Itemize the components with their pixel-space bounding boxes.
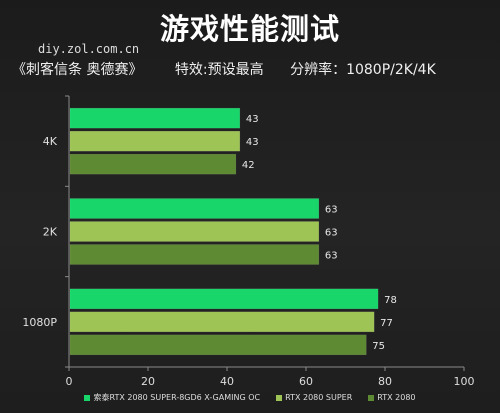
watermark-text: diy.zol.com.cn <box>38 42 140 56</box>
bar <box>69 311 375 333</box>
x-tick-label: 0 <box>66 375 73 388</box>
bar-value-label: 77 <box>380 318 393 329</box>
bar-value-label: 42 <box>242 160 255 171</box>
bar-chart: 0 20 40 60 80 100 4K 43 43 42 2K 63 63 63 1080P 78 77 75 <box>22 95 475 388</box>
x-tick-label: 80 <box>378 375 392 388</box>
bar-value-label: 78 <box>384 295 397 306</box>
legend-item: RTX 2080 <box>368 392 416 403</box>
x-tick-label: 60 <box>299 375 313 388</box>
bar <box>69 244 320 265</box>
legend-label: 索泰RTX 2080 SUPER-8GD6 X-GAMING OC <box>93 393 261 402</box>
bar <box>69 153 237 175</box>
x-tick-label: 100 <box>454 375 475 388</box>
legend-item: 索泰RTX 2080 SUPER-8GD6 X-GAMING OC <box>84 392 260 403</box>
bar <box>69 130 241 152</box>
x-tick-label: 20 <box>141 375 155 388</box>
chart-subtitle: 《刺客信条 奥德赛》 特效:预设最高 分辨率：1080P/2K/4K <box>12 59 492 79</box>
chart-title: 游戏性能测试 <box>159 12 340 46</box>
bar <box>69 221 320 242</box>
chart-legend: 索泰RTX 2080 SUPER-8GD6 X-GAMING OC RTX 208… <box>0 392 500 403</box>
legend-swatch <box>368 394 375 401</box>
bar-value-label: 43 <box>246 114 259 125</box>
legend-swatch <box>84 394 91 401</box>
subtitle-effects: 特效:预设最高 <box>174 62 264 78</box>
legend-swatch <box>276 394 283 401</box>
subtitle-resolution: 分辨率：1080P/2K/4K <box>290 62 436 78</box>
x-tick-label: 40 <box>220 375 234 388</box>
category-label: 2K <box>43 226 58 239</box>
legend-label: RTX 2080 SUPER <box>285 393 353 402</box>
category-label: 1080P <box>22 316 57 329</box>
bar <box>69 198 320 219</box>
bar <box>69 107 241 129</box>
category-label: 4K <box>43 135 58 148</box>
bar-value-label: 75 <box>372 341 385 352</box>
bar <box>69 288 379 310</box>
legend-item: RTX 2080 SUPER <box>276 392 352 403</box>
bar-value-label: 63 <box>325 228 338 239</box>
legend-label: RTX 2080 <box>377 393 416 402</box>
bar-value-label: 43 <box>246 137 259 148</box>
bar-value-label: 63 <box>325 251 338 262</box>
subtitle-game: 《刺客信条 奥德赛》 <box>12 62 143 78</box>
bar <box>69 334 367 356</box>
bar-value-label: 63 <box>325 205 338 216</box>
